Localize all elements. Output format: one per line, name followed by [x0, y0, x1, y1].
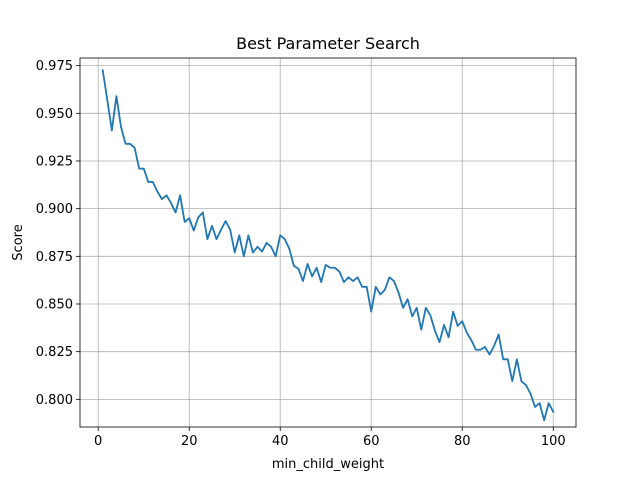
series-layer: [101, 69, 555, 422]
y-tick-label: 0.975: [36, 59, 73, 74]
y-tick-label: 0.800: [36, 393, 73, 408]
grid: [80, 58, 576, 427]
y-axis-title: Score: [11, 224, 26, 260]
x-axis-title: min_child_weight: [272, 457, 384, 472]
x-tick-label: 80: [454, 434, 471, 449]
y-tick-label: 0.825: [36, 345, 73, 360]
x-tick-label: 100: [541, 434, 566, 449]
y-tick-label: 0.900: [36, 202, 73, 217]
y-tick-label: 0.950: [36, 107, 73, 122]
x-tick-label: 20: [181, 434, 198, 449]
x-tick-label: 40: [272, 434, 289, 449]
ticks: 0 20 40 60 80 100 0.800 0.825 0.850 0.875 0.900 0.9…: [36, 59, 566, 449]
x-tick-label: 60: [363, 434, 380, 449]
y-tick-label: 0.925: [36, 154, 73, 169]
y-tick-label: 0.850: [36, 298, 73, 313]
y-tick-label: 0.875: [36, 250, 73, 265]
plot-frame: [79, 57, 577, 428]
x-tick-label: 0: [94, 434, 102, 449]
chart-title: Best Parameter Search: [236, 34, 420, 53]
series-line: [101, 69, 555, 422]
